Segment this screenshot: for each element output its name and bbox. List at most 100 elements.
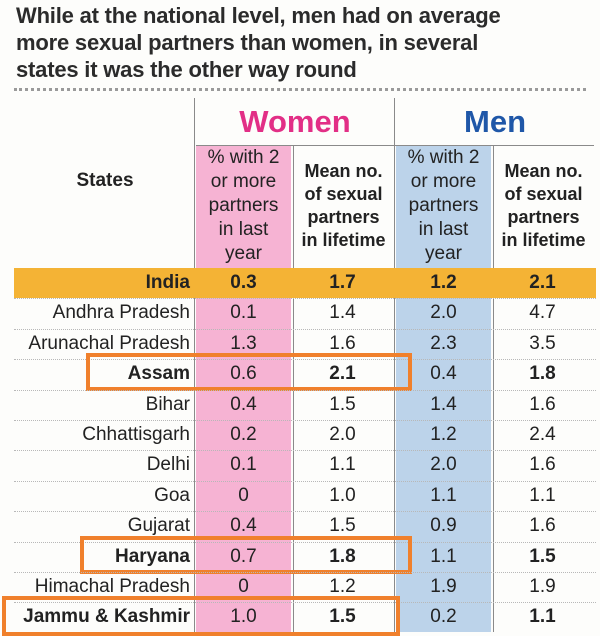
men-group-header: Men xyxy=(464,104,526,139)
row-divider xyxy=(14,328,596,330)
state-cell: Jammu & Kashmir xyxy=(23,606,190,628)
women-pct-cell: 1.3 xyxy=(230,332,257,354)
row-divider xyxy=(14,602,596,604)
header-line: in lifetime xyxy=(301,230,386,250)
women-pct-cell: 0.4 xyxy=(230,393,257,415)
table-row: India 0.3 1.7 1.2 2.1 xyxy=(0,268,600,298)
women-pct-cell: 0.1 xyxy=(230,302,257,324)
state-cell: Chhattisgarh xyxy=(82,424,190,445)
table-row: Andhra Pradesh 0.1 1.4 2.0 4.7 xyxy=(0,298,600,328)
row-divider xyxy=(14,359,596,361)
row-divider xyxy=(14,450,596,452)
men-pct-cell: 2.0 xyxy=(430,302,457,324)
women-mean-cell: 1.6 xyxy=(329,332,356,354)
header-line: partners xyxy=(208,195,279,216)
header-line: partners xyxy=(307,207,380,227)
grid-line xyxy=(196,145,594,146)
table-row: Delhi 0.1 1.1 2.0 1.6 xyxy=(0,450,600,480)
row-divider xyxy=(14,480,596,482)
header-line: or more xyxy=(410,171,477,192)
state-cell: Himachal Pradesh xyxy=(34,576,190,597)
highlight-box xyxy=(86,353,412,392)
women-mean-cell: 1.5 xyxy=(329,515,356,537)
women-mean-cell: 1.2 xyxy=(329,576,356,597)
header-line: or more xyxy=(210,171,277,192)
women-pct-cell: 0 xyxy=(238,484,249,506)
women-mean-header: Mean no. of sexual partners in lifetime xyxy=(295,146,392,266)
men-mean-cell: 2.4 xyxy=(529,424,556,445)
men-mean-cell: 1.9 xyxy=(529,576,556,597)
men-pct-cell: 0.4 xyxy=(430,363,457,385)
row-divider xyxy=(14,572,596,573)
men-mean-cell: 1.8 xyxy=(529,363,556,385)
men-pct-cell: 1.1 xyxy=(430,545,457,567)
header-line: in lifetime xyxy=(501,230,586,250)
table-row: Bihar 0.4 1.5 1.4 1.6 xyxy=(0,390,600,420)
women-pct-header: % with 2 or more partners in last year xyxy=(196,146,291,266)
men-pct-cell: 0.9 xyxy=(430,515,457,537)
header-line: % with 2 xyxy=(207,147,280,168)
men-mean-cell: 1.6 xyxy=(529,454,556,476)
women-mean-cell: 1.4 xyxy=(329,302,356,324)
grid-line xyxy=(493,146,494,632)
highlight-box xyxy=(80,535,412,574)
highlight-box xyxy=(2,596,400,636)
states-column-header: States xyxy=(76,170,134,191)
header-line: year xyxy=(425,243,462,264)
women-mean-cell: 1.8 xyxy=(329,545,356,567)
men-mean-cell: 4.7 xyxy=(529,302,556,324)
header-line: in last xyxy=(418,219,469,240)
women-mean-cell: 1.0 xyxy=(329,484,356,506)
men-pct-cell: 2.0 xyxy=(430,454,457,476)
header-line: Mean no. xyxy=(304,161,383,181)
state-cell: Assam xyxy=(127,363,190,385)
men-mean-cell: 1.1 xyxy=(529,606,556,628)
grid-line xyxy=(194,98,195,632)
row-divider xyxy=(14,511,596,513)
row-divider xyxy=(14,420,596,421)
men-mean-cell: 3.5 xyxy=(529,332,556,354)
state-cell: Goa xyxy=(154,484,190,506)
table-row: Assam 0.6 2.1 0.4 1.8 xyxy=(0,359,600,389)
row-divider xyxy=(14,389,596,391)
men-pct-cell: 1.4 xyxy=(430,393,457,415)
men-mean-cell: 2.1 xyxy=(529,272,556,293)
header-line: year xyxy=(225,243,262,264)
header-line: Mean no. xyxy=(504,161,583,181)
header-line: of sexual xyxy=(304,184,383,204)
men-pct-header: % with 2 or more partners in last year xyxy=(396,146,491,266)
title-line-2: more sexual partners than women, in seve… xyxy=(16,30,479,55)
men-mean-cell: 1.5 xyxy=(529,545,556,567)
men-pct-cell: 0.2 xyxy=(430,606,457,628)
women-mean-cell: 1.5 xyxy=(329,393,356,415)
table-row: Chhattisgarh 0.2 2.0 1.2 2.4 xyxy=(0,420,600,450)
title-line-3: states it was the other way round xyxy=(16,57,357,82)
state-cell: India xyxy=(145,272,190,293)
men-pct-cell: 1.1 xyxy=(430,484,457,506)
chart-title: While at the national level, men had on … xyxy=(16,2,596,83)
table-row: Gujarat 0.4 1.5 0.9 1.6 xyxy=(0,511,600,541)
row-divider xyxy=(14,541,596,543)
state-cell: Arunachal Pradesh xyxy=(28,332,190,354)
title-divider xyxy=(14,88,586,91)
women-mean-cell: 1.5 xyxy=(329,606,356,628)
women-pct-cell: 0.6 xyxy=(230,363,257,385)
men-pct-cell: 1.2 xyxy=(430,272,457,293)
table-row: Haryana 0.7 1.8 1.1 1.5 xyxy=(0,542,600,572)
women-pct-cell: 0.2 xyxy=(230,424,257,445)
table-row: Jammu & Kashmir 1.0 1.5 0.2 1.1 xyxy=(0,602,600,632)
state-cell: Haryana xyxy=(115,545,190,567)
header-line: in last xyxy=(218,219,269,240)
row-divider xyxy=(14,298,596,300)
header-line: % with 2 xyxy=(407,147,480,168)
state-cell: Delhi xyxy=(146,454,190,476)
women-pct-cell: 0.3 xyxy=(230,272,257,293)
women-pct-cell: 0.7 xyxy=(230,545,257,567)
men-mean-cell: 1.6 xyxy=(529,393,556,415)
table-row: Arunachal Pradesh 1.3 1.6 2.3 3.5 xyxy=(0,329,600,359)
women-mean-cell: 2.1 xyxy=(329,363,356,385)
header-line: partners xyxy=(408,195,479,216)
india-row-band xyxy=(14,268,596,298)
state-cell: Andhra Pradesh xyxy=(52,302,190,324)
women-mean-cell: 1.1 xyxy=(329,454,356,476)
